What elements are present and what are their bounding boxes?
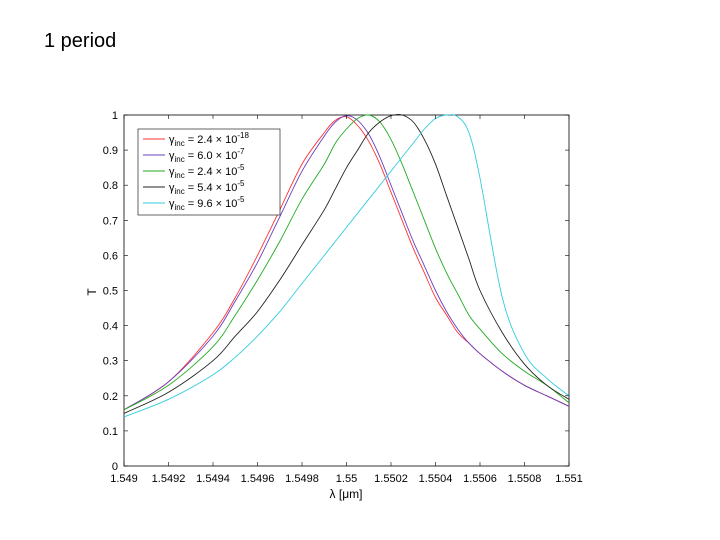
series-line-4	[123, 113, 570, 414]
x-tick-label: 1.551	[555, 473, 583, 485]
y-tick-label: 0.1	[103, 426, 118, 438]
x-tick-label: 1.5498	[285, 473, 319, 485]
legend-entry: γinc = 5.4 × 10-5	[169, 179, 245, 196]
y-tick-label: 0.3	[103, 356, 118, 368]
slide-title: 1 period	[44, 30, 117, 52]
series-line-5	[123, 114, 570, 418]
y-tick-label: 0.4	[103, 321, 118, 333]
x-tick-label: 1.5502	[374, 473, 408, 485]
y-tick-label: 0.2	[103, 391, 118, 403]
legend-box	[137, 128, 281, 216]
x-tick-label: 1.55	[336, 473, 357, 485]
series-layer	[123, 113, 570, 418]
y-axis-ticks: 0 0.1 0.2 0.3 0.4 0.5 0.6 0.7 0.8 0.9 1	[103, 110, 569, 473]
x-tick-label: 1.5492	[152, 473, 186, 485]
legend-entry: γinc = 6.0 × 10-7	[169, 147, 245, 164]
legend-entry: γinc = 2.4 × 10-18	[169, 131, 249, 148]
series-line-3	[123, 114, 570, 411]
x-axis-ticks: 1.549 1.5492 1.5494 1.5496 1.5498 1.55 1.5502 1…	[110, 115, 583, 485]
series-line-2	[123, 115, 570, 411]
y-tick-label: 0.7	[103, 215, 118, 227]
y-tick-label: 0.5	[103, 286, 118, 298]
y-axis-label: T	[85, 288, 99, 296]
x-tick-label: 1.549	[110, 473, 138, 485]
x-tick-label: 1.5494	[196, 473, 230, 485]
x-tick-label: 1.5506	[463, 473, 497, 485]
x-tick-label: 1.5496	[241, 473, 275, 485]
x-axis-label: λ [μm]	[330, 487, 363, 501]
x-tick-label: 1.5508	[508, 473, 542, 485]
y-tick-label: 0	[112, 461, 118, 473]
legend-entry: γinc = 2.4 × 10-5	[169, 163, 245, 180]
x-tick-label: 1.5504	[419, 473, 453, 485]
legend-entry: γinc = 9.6 × 10-5	[169, 195, 245, 212]
y-tick-label: 1	[112, 110, 118, 122]
y-tick-label: 0.9	[103, 145, 118, 157]
y-tick-label: 0.8	[103, 180, 118, 192]
y-tick-label: 0.6	[103, 250, 118, 262]
